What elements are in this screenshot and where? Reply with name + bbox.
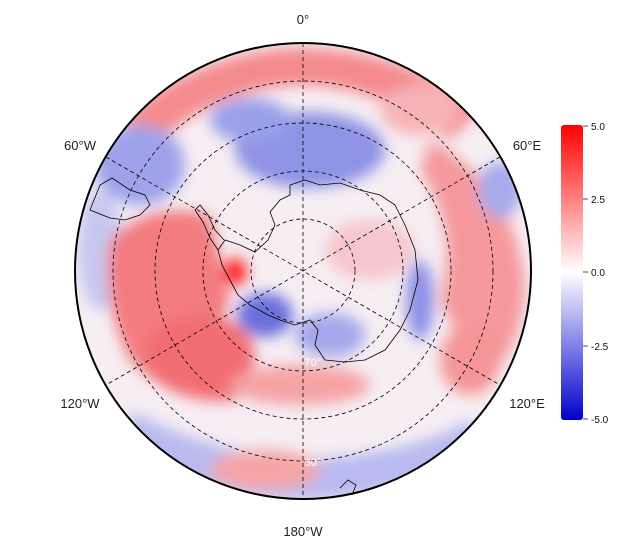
- lon-label-bottom: 180°W: [283, 524, 323, 539]
- lat-label-70: 70°: [305, 357, 322, 369]
- anomaly-field: [75, 43, 531, 499]
- lat-circle-inner: [250, 218, 356, 324]
- lon-label-top: 0°: [297, 12, 309, 27]
- lat-circle-70: [154, 122, 452, 420]
- antarctica-coastline: [217, 179, 419, 363]
- colorbar-tick-zero: 0.0: [591, 268, 605, 279]
- meridian-60E-120W: [105, 156, 501, 386]
- colorbar-tick-max: 5.0: [591, 122, 605, 133]
- lat-label-50: 50°: [305, 457, 322, 469]
- colorbar-gradient: [561, 125, 583, 420]
- lon-label-lower-right: 120°E: [509, 396, 545, 411]
- south-america-coastline: [89, 177, 151, 221]
- colorbar-tick-upper: 2.5: [591, 195, 605, 206]
- antarctic-peninsula-coastline: [194, 204, 225, 251]
- lon-label-lower-left: 120°W: [60, 396, 100, 411]
- australia-nz-coastline: [339, 479, 357, 496]
- lon-label-upper-right: 60°E: [513, 138, 542, 153]
- graticule: [105, 43, 501, 499]
- lon-label-upper-left: 60°W: [64, 138, 97, 153]
- lat-circle-60: [112, 80, 494, 462]
- colorbar-tick-min: -5.0: [591, 415, 609, 426]
- coastlines: [89, 177, 419, 496]
- map-boundary: [74, 42, 532, 500]
- colorbar-tick-lower: -2.5: [591, 342, 609, 353]
- anomaly-patches: [78, 48, 525, 499]
- colorbar: 5.0 2.5 0.0 -2.5 -5.0: [561, 122, 609, 426]
